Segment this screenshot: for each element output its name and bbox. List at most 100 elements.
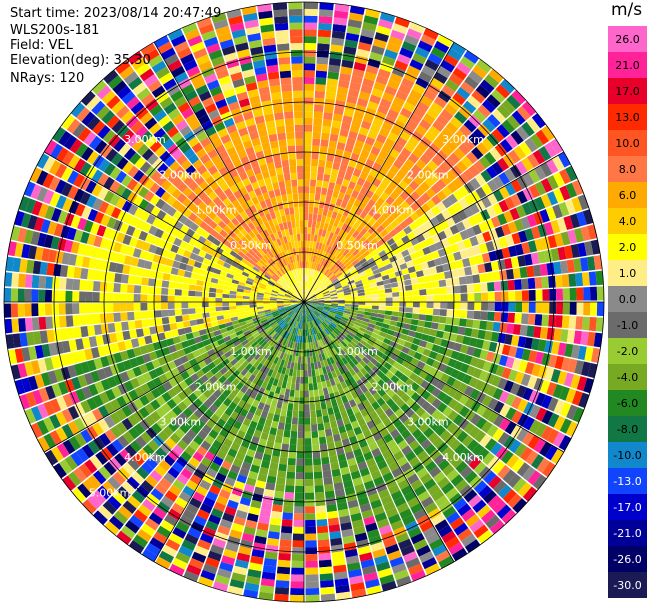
velocity-cell bbox=[524, 337, 533, 350]
velocity-cell bbox=[299, 289, 302, 296]
velocity-cell bbox=[148, 244, 158, 254]
velocity-cell bbox=[440, 294, 448, 302]
velocity-cell bbox=[350, 174, 359, 184]
velocity-cell bbox=[396, 169, 407, 180]
velocity-cell bbox=[319, 283, 326, 290]
velocity-cell bbox=[316, 416, 324, 424]
velocity-cell bbox=[235, 222, 244, 232]
velocity-cell bbox=[406, 231, 416, 241]
velocity-cell bbox=[267, 433, 276, 443]
velocity-cell bbox=[44, 139, 58, 156]
velocity-cell bbox=[372, 268, 381, 275]
velocity-cell bbox=[331, 347, 338, 355]
velocity-cell bbox=[186, 479, 199, 491]
velocity-cell bbox=[248, 405, 257, 415]
velocity-cell bbox=[39, 261, 48, 275]
velocity-cell bbox=[332, 113, 343, 122]
velocity-cell bbox=[304, 138, 312, 146]
velocity-cell bbox=[165, 258, 175, 267]
velocity-cell bbox=[318, 9, 334, 18]
velocity-cell bbox=[184, 28, 200, 41]
velocity-cell bbox=[142, 222, 152, 233]
velocity-cell bbox=[277, 319, 284, 325]
velocity-cell bbox=[487, 494, 502, 509]
velocity-cell bbox=[350, 75, 363, 85]
velocity-cell bbox=[238, 546, 252, 556]
velocity-cell bbox=[495, 365, 506, 377]
velocity-cell bbox=[306, 349, 310, 357]
velocity-cell bbox=[372, 241, 381, 250]
velocity-cell bbox=[24, 303, 32, 317]
velocity-cell bbox=[315, 309, 322, 314]
velocity-cell bbox=[93, 357, 103, 370]
velocity-cell bbox=[445, 78, 460, 92]
velocity-cell bbox=[51, 290, 59, 302]
velocity-cell bbox=[127, 275, 136, 285]
velocity-cell bbox=[304, 390, 309, 398]
velocity-cell bbox=[81, 444, 95, 459]
velocity-cell bbox=[482, 231, 492, 243]
velocity-cell bbox=[338, 342, 346, 350]
velocity-cell bbox=[188, 313, 197, 321]
velocity-cell bbox=[150, 399, 161, 411]
velocity-cell bbox=[208, 191, 218, 201]
velocity-cell bbox=[223, 281, 232, 287]
velocity-cell bbox=[534, 181, 547, 196]
velocity-cell bbox=[137, 504, 152, 518]
velocity-cell bbox=[475, 233, 486, 245]
velocity-cell bbox=[494, 302, 502, 312]
velocity-cell bbox=[414, 376, 425, 386]
velocity-cell bbox=[316, 375, 322, 383]
velocity-cell bbox=[217, 128, 229, 138]
velocity-cell bbox=[400, 403, 411, 413]
velocity-cell bbox=[305, 587, 320, 596]
velocity-cell bbox=[192, 266, 201, 274]
velocity-cell bbox=[310, 254, 314, 262]
velocity-cell bbox=[210, 366, 220, 375]
velocity-cell bbox=[437, 34, 453, 48]
velocity-cell bbox=[304, 77, 315, 85]
velocity-cell bbox=[427, 335, 436, 344]
velocity-cell bbox=[354, 251, 363, 259]
velocity-cell bbox=[265, 252, 272, 260]
velocity-cell bbox=[199, 413, 210, 424]
velocity-cell bbox=[248, 174, 257, 184]
velocity-cell bbox=[329, 349, 335, 357]
velocity-cell bbox=[434, 519, 449, 532]
velocity-cell bbox=[230, 464, 241, 474]
velocity-cell bbox=[469, 475, 483, 489]
velocity-cell bbox=[229, 332, 238, 340]
velocity-cell bbox=[401, 235, 410, 244]
velocity-cell bbox=[169, 432, 181, 444]
velocity-cell bbox=[280, 321, 286, 328]
velocity-cell bbox=[85, 180, 97, 194]
velocity-cell bbox=[298, 328, 302, 336]
velocity-cell bbox=[532, 474, 547, 490]
velocity-cell bbox=[162, 167, 174, 179]
velocity-cell bbox=[119, 448, 132, 462]
velocity-cell bbox=[314, 319, 319, 326]
velocity-cell bbox=[244, 582, 260, 592]
velocity-cell bbox=[378, 302, 386, 306]
velocity-cell bbox=[352, 373, 361, 382]
velocity-cell bbox=[212, 455, 224, 467]
velocity-cell bbox=[413, 243, 423, 252]
velocity-cell bbox=[404, 279, 412, 286]
velocity-cell bbox=[76, 106, 91, 122]
velocity-cell bbox=[297, 289, 302, 296]
velocity-cell bbox=[341, 473, 352, 482]
velocity-cell bbox=[437, 476, 450, 489]
velocity-cell bbox=[453, 309, 461, 318]
velocity-cell bbox=[472, 128, 486, 142]
velocity-cell bbox=[233, 190, 243, 200]
velocity-cell bbox=[239, 423, 249, 433]
velocity-cell bbox=[282, 345, 287, 353]
velocity-cell bbox=[231, 199, 241, 209]
velocity-cell bbox=[413, 107, 426, 119]
velocity-cell bbox=[315, 279, 320, 286]
velocity-cell bbox=[271, 370, 278, 379]
velocity-cell bbox=[463, 50, 480, 64]
velocity-cell bbox=[242, 302, 250, 306]
velocity-cell bbox=[327, 71, 340, 80]
velocity-cell bbox=[409, 412, 420, 424]
